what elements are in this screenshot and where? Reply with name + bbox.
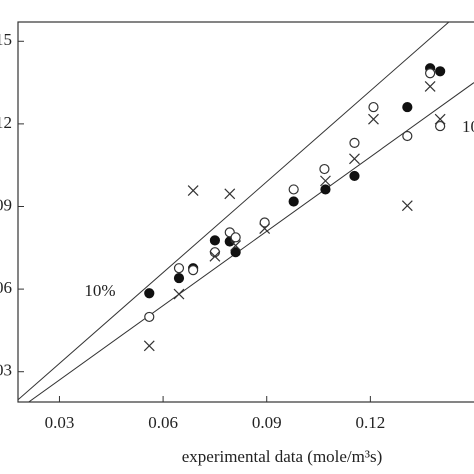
y-tick-label: 0.03 [0, 361, 12, 380]
open-point [259, 217, 270, 228]
filled-point [209, 235, 221, 246]
y-tick-label: 0.06 [0, 278, 12, 297]
filled-point [349, 170, 360, 182]
x-tick-label: 0.06 [148, 413, 178, 432]
open-point [230, 232, 241, 243]
cross-point [230, 240, 242, 252]
y-tick-label: 0.15 [0, 30, 12, 49]
filled-point [230, 247, 241, 258]
cross-point [143, 340, 155, 352]
open-point [188, 265, 199, 276]
open-point [402, 130, 413, 142]
cross-point [401, 200, 413, 212]
cross-point [434, 113, 446, 125]
filled-point [173, 272, 185, 284]
annotation: 10% [84, 281, 115, 300]
y-tick-label: 0.12 [0, 113, 12, 132]
open-point [368, 101, 379, 113]
open-point [319, 163, 330, 175]
y-tick-label: 0.09 [0, 195, 12, 214]
open-point [425, 68, 436, 79]
cross-point [424, 81, 436, 92]
plot-area [18, 22, 474, 402]
cross-point [209, 250, 221, 262]
reference-line [18, 22, 450, 401]
open-point [435, 120, 446, 132]
open-point [288, 184, 299, 195]
open-point [209, 247, 221, 258]
filled-point [144, 288, 155, 299]
cross-point [224, 188, 236, 200]
cross-point [187, 185, 199, 196]
cross-point [368, 113, 379, 125]
x-axis-label: experimental data (mole/m³s) [182, 447, 383, 466]
annotation: 10% [462, 117, 474, 136]
cross-point [349, 153, 360, 165]
cross-point [259, 223, 271, 234]
filled-point [435, 66, 446, 77]
filled-point [320, 184, 331, 195]
open-point [144, 311, 155, 323]
x-tick-label: 0.03 [45, 413, 75, 432]
open-point [173, 263, 185, 274]
x-tick-label: 0.09 [252, 413, 282, 432]
reference-line [27, 82, 474, 402]
cross-point [173, 288, 185, 300]
filled-point [402, 101, 413, 113]
x-tick-label: 0.12 [355, 413, 385, 432]
open-point [349, 137, 360, 148]
cross-point [320, 175, 331, 187]
filled-point [288, 196, 299, 207]
plot-frame [17, 21, 474, 403]
